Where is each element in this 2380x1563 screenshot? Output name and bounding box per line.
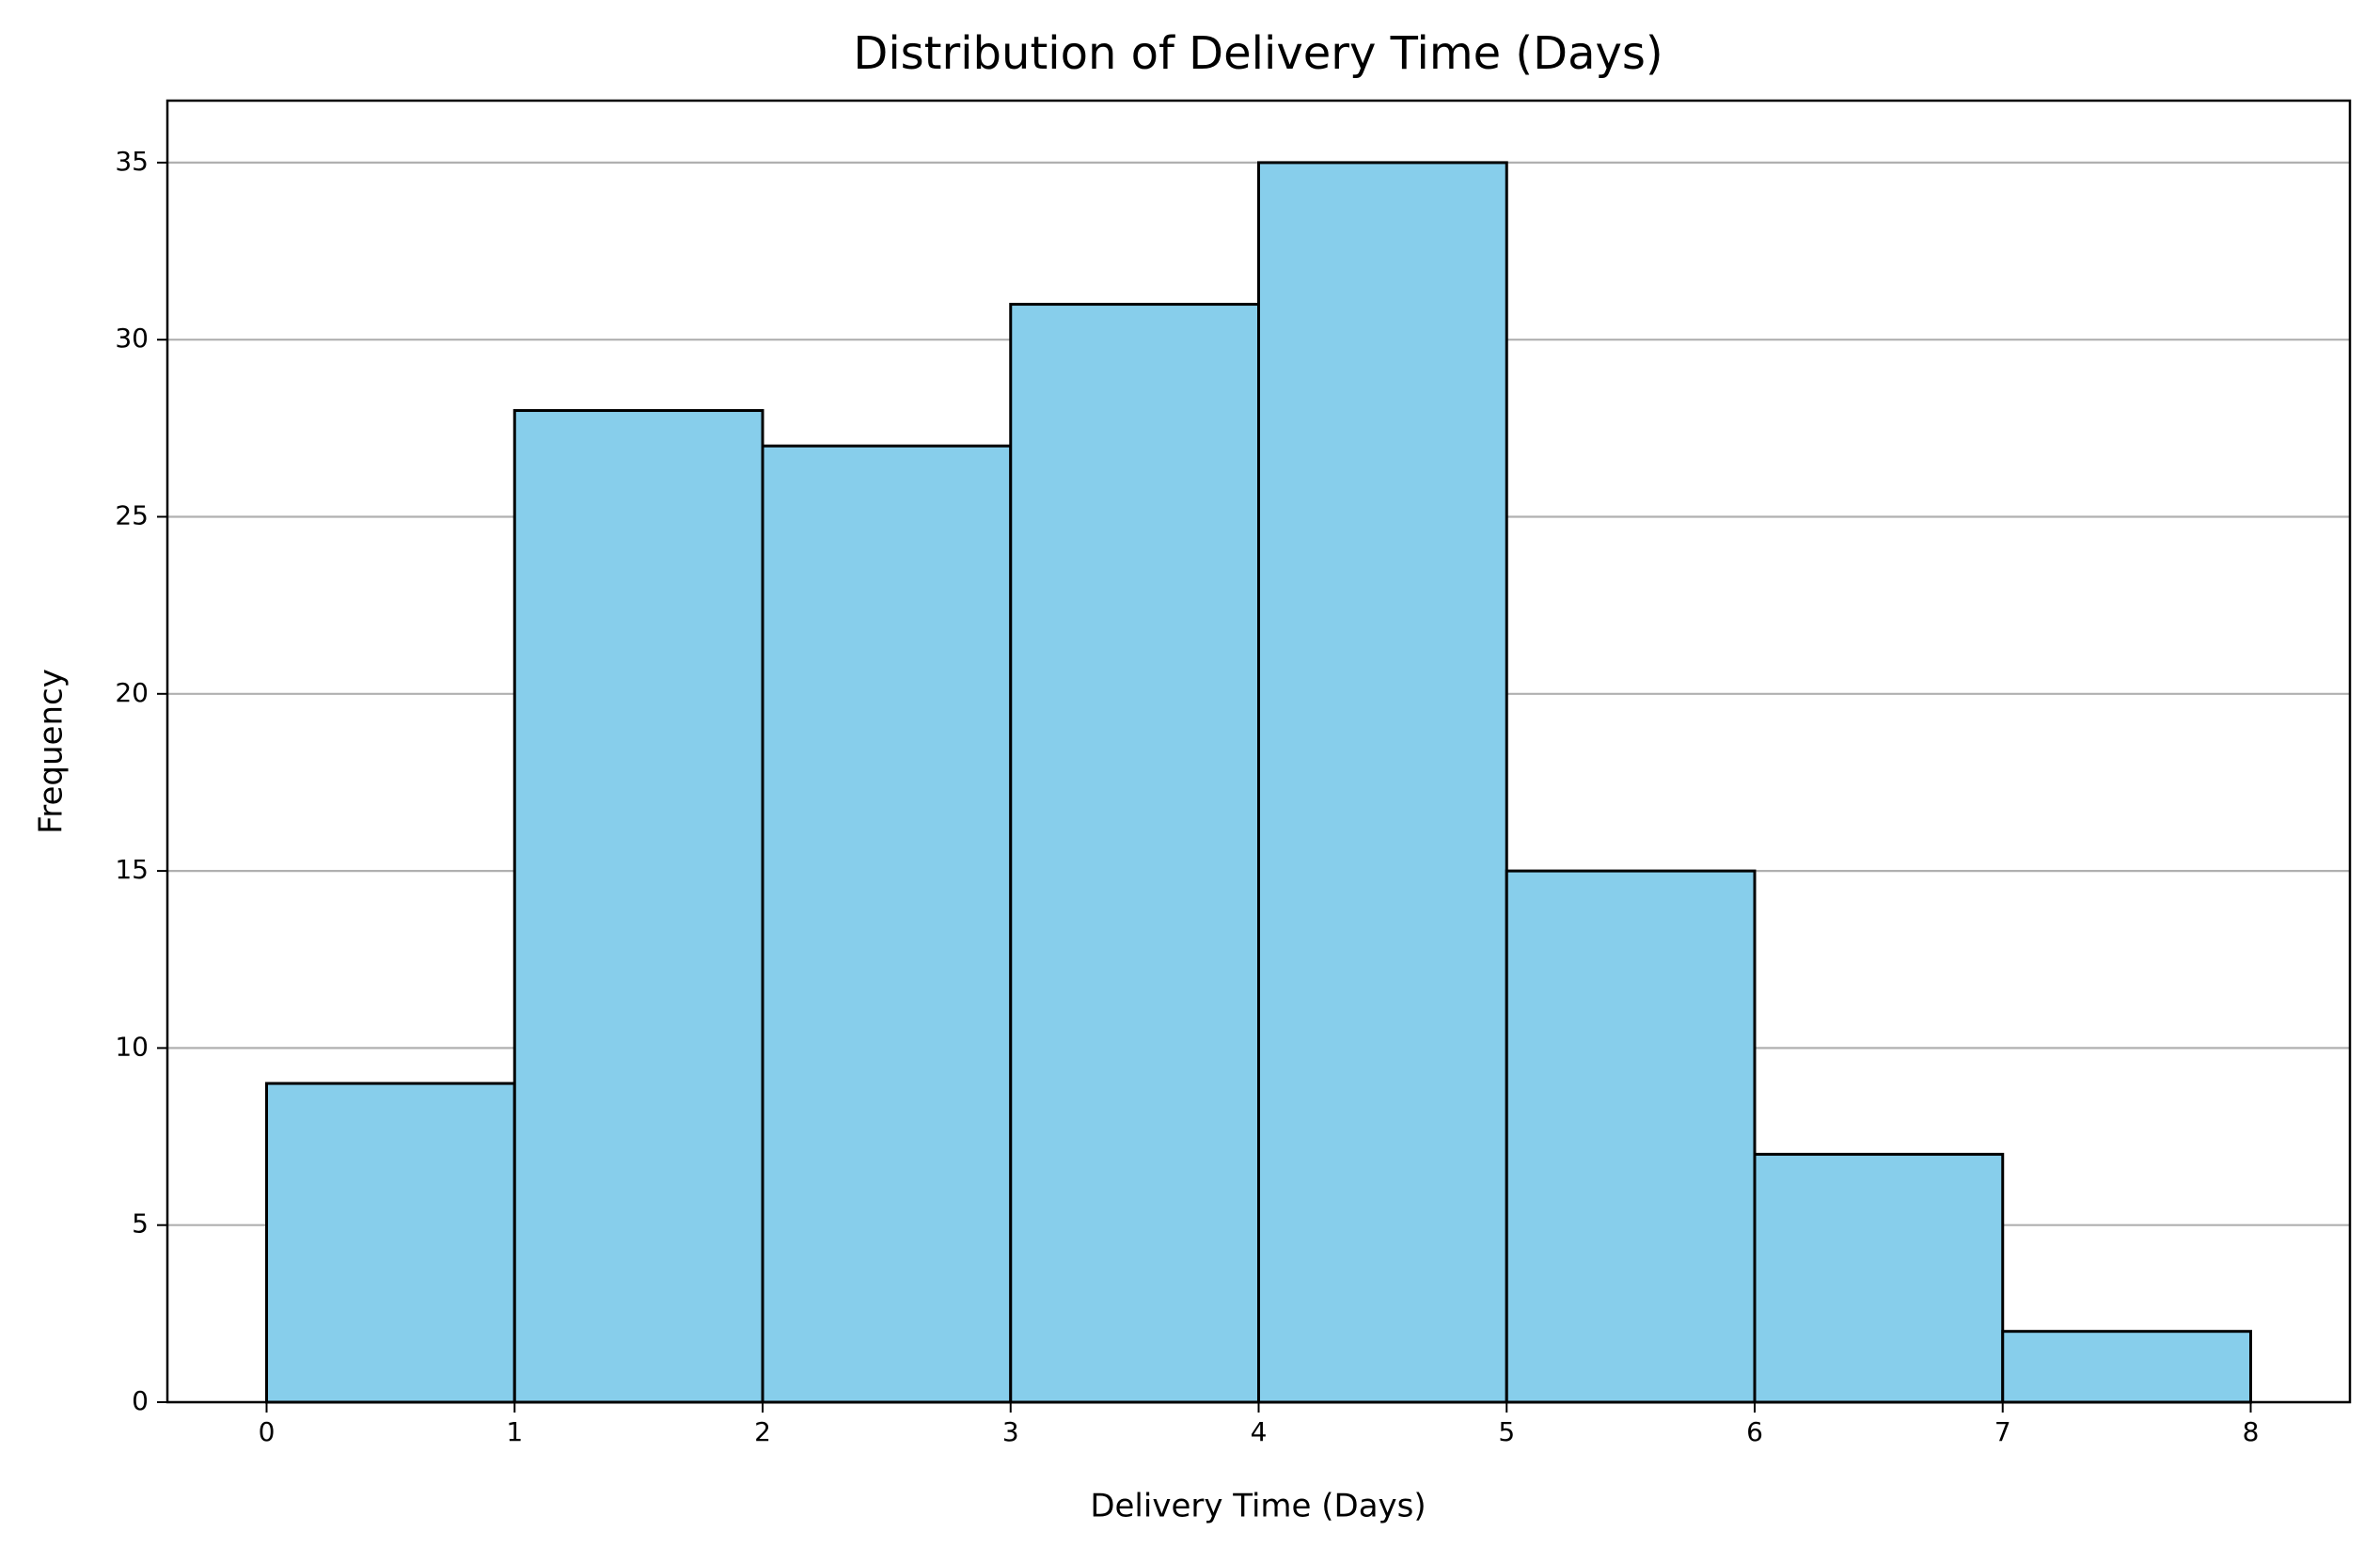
bar	[1257, 161, 1508, 1404]
x-tick-label: 0	[259, 1416, 276, 1447]
x-tick-label: 8	[2243, 1416, 2260, 1447]
x-tick-label: 3	[1002, 1416, 1019, 1447]
y-axis-label: Frequency	[33, 669, 71, 834]
x-tick-label: 4	[1251, 1416, 1268, 1447]
y-tick-label: 0	[132, 1385, 149, 1416]
x-tick-label: 5	[1498, 1416, 1515, 1447]
bar	[2001, 1330, 2252, 1404]
y-tick-label: 30	[115, 323, 149, 354]
x-tick-label: 7	[1994, 1416, 2011, 1447]
x-tick-label: 2	[754, 1416, 771, 1447]
y-tick-label: 35	[115, 146, 149, 177]
x-axis-label: Delivery Time (Days)	[1090, 1488, 1426, 1525]
y-tick-label: 25	[115, 500, 149, 531]
x-tick-label: 6	[1746, 1416, 1763, 1447]
y-tick-label: 10	[115, 1031, 149, 1062]
y-tick-label: 5	[132, 1208, 149, 1239]
bar	[512, 409, 764, 1404]
y-tick-label: 20	[115, 677, 149, 708]
bar	[1753, 1152, 2005, 1404]
bar	[1009, 303, 1260, 1404]
y-tick-label: 15	[115, 854, 149, 885]
plot-frame	[165, 99, 2352, 1404]
bar	[761, 444, 1013, 1404]
bar	[265, 1081, 516, 1404]
bar	[1505, 869, 1757, 1404]
x-tick-label: 1	[506, 1416, 523, 1447]
chart-title: Distribution of Delivery Time (Days)	[853, 27, 1663, 80]
